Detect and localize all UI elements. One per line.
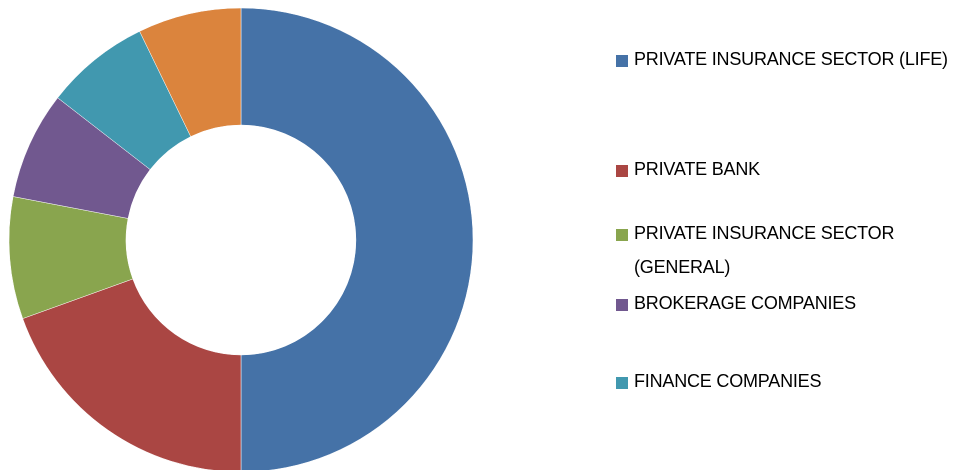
legend-item: PRIVATE BANK [616,159,980,186]
legend-label: PRIVATE INSURANCE SECTOR (GENERAL) [634,223,895,277]
legend-swatch [616,229,628,241]
legend-label: BROKERAGE COMPANIES [634,293,856,313]
legend-item: PRIVATE INSURANCE SECTOR (GENERAL) [616,223,980,284]
legend-swatch [616,299,628,311]
legend-item: PRIVATE INSURANCE SECTOR (LIFE) [616,49,980,76]
legend-item: FINANCE COMPANIES [616,371,980,398]
legend-swatch [616,377,628,389]
legend-label: PRIVATE INSURANCE SECTOR (LIFE) [634,49,948,69]
legend-item: BROKERAGE COMPANIES [616,293,980,320]
legend-label: PRIVATE BANK [634,159,760,179]
donut-slice [139,7,242,137]
legend-label: FINANCE COMPANIES [634,371,822,391]
legend-swatch [616,55,628,67]
legend-swatch [616,165,628,177]
donut-slice [22,278,242,470]
donut-slice [240,7,474,470]
